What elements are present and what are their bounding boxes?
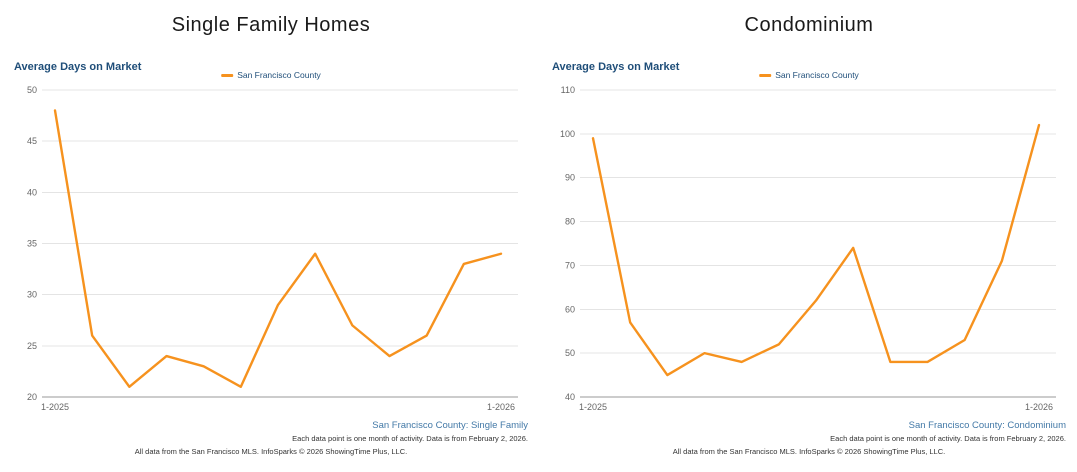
chart-legend: San Francisco County bbox=[759, 70, 859, 80]
legend-line-icon bbox=[759, 73, 772, 77]
footer-series-link[interactable]: San Francisco County: Condominium bbox=[908, 420, 1066, 431]
svg-text:1-2026: 1-2026 bbox=[487, 402, 515, 412]
svg-text:100: 100 bbox=[560, 129, 575, 139]
svg-text:1-2025: 1-2025 bbox=[41, 402, 69, 412]
svg-text:90: 90 bbox=[565, 173, 575, 183]
chart-panel-condominium: Condominium Average Days on Market San F… bbox=[538, 0, 1076, 456]
footnote-copyright: All data from the San Francisco MLS. Inf… bbox=[672, 447, 946, 456]
report-page: Single Family Homes Average Days on Mark… bbox=[0, 0, 1076, 456]
svg-text:25: 25 bbox=[27, 341, 37, 351]
legend-line-icon bbox=[221, 73, 234, 77]
svg-text:1-2026: 1-2026 bbox=[1025, 402, 1053, 412]
chart-header: Average Days on Market San Francisco Cou… bbox=[12, 61, 530, 83]
days-on-market-line-chart: 40 50 60 70 80 90 100 110 1-2025 1-2026 bbox=[560, 85, 1056, 412]
svg-text:110: 110 bbox=[561, 85, 575, 95]
svg-text:70: 70 bbox=[565, 260, 575, 270]
svg-text:40: 40 bbox=[565, 392, 575, 402]
chart-subtitle: Average Days on Market bbox=[14, 61, 142, 73]
svg-text:1-2025: 1-2025 bbox=[579, 402, 607, 412]
svg-text:30: 30 bbox=[27, 290, 37, 300]
chart-header: Average Days on Market San Francisco Cou… bbox=[550, 61, 1068, 83]
svg-text:45: 45 bbox=[27, 136, 37, 146]
chart-subtitle: Average Days on Market bbox=[552, 61, 680, 73]
chart-legend: San Francisco County bbox=[221, 70, 321, 80]
footnote-data-period: Each data point is one month of activity… bbox=[292, 434, 528, 443]
svg-text:80: 80 bbox=[565, 217, 575, 227]
svg-text:20: 20 bbox=[27, 392, 37, 402]
svg-text:60: 60 bbox=[565, 304, 575, 314]
svg-text:50: 50 bbox=[565, 348, 575, 358]
panel-title: Condominium bbox=[744, 14, 874, 36]
svg-text:35: 35 bbox=[27, 239, 37, 249]
svg-text:50: 50 bbox=[27, 85, 37, 95]
legend-label: San Francisco County bbox=[775, 70, 859, 80]
footnote-data-period: Each data point is one month of activity… bbox=[830, 434, 1066, 443]
panel-title: Single Family Homes bbox=[171, 14, 371, 36]
days-on-market-line-chart: 20 25 30 35 40 45 50 1-2025 1-2026 bbox=[27, 85, 518, 412]
chart-panel-single-family: Single Family Homes Average Days on Mark… bbox=[0, 0, 538, 456]
legend-label: San Francisco County bbox=[237, 70, 321, 80]
footer-series-link[interactable]: San Francisco County: Single Family bbox=[372, 420, 528, 431]
svg-text:40: 40 bbox=[27, 187, 37, 197]
footnote-copyright: All data from the San Francisco MLS. Inf… bbox=[134, 447, 408, 456]
